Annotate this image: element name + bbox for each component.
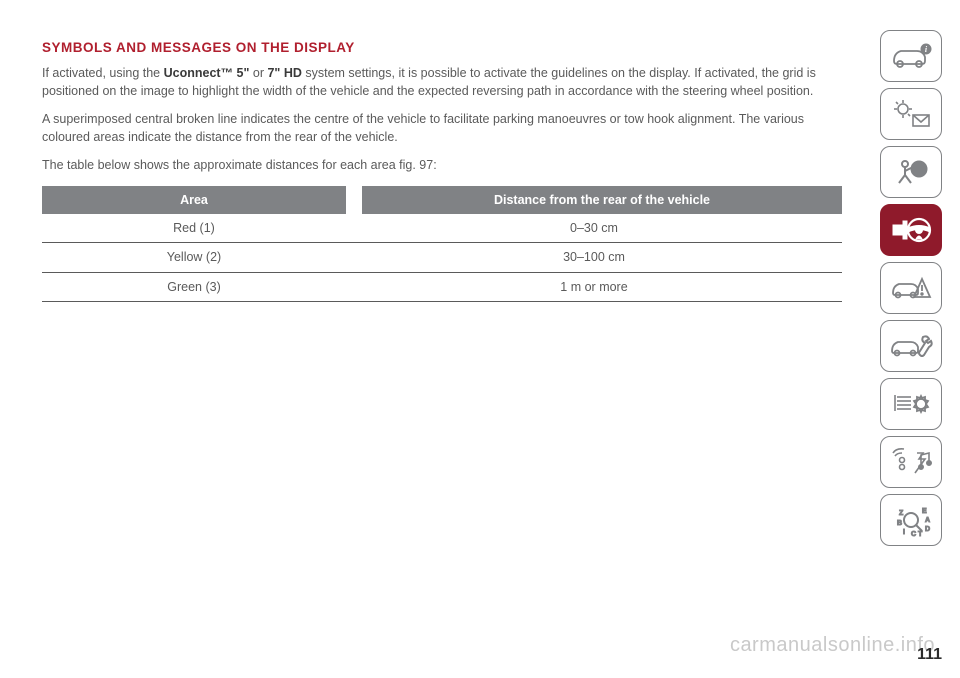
section-tabs-sidebar: i: [880, 30, 942, 552]
multimedia-icon: [889, 443, 933, 481]
section-heading: SYMBOLS AND MESSAGES ON THE DISPLAY: [42, 38, 842, 58]
svg-text:B: B: [897, 520, 902, 527]
safety-airbag-icon: [889, 153, 933, 191]
page-content: SYMBOLS AND MESSAGES ON THE DISPLAY If a…: [42, 38, 842, 302]
table-header-gap: [346, 186, 362, 214]
text: or: [249, 66, 267, 80]
table-cell: Yellow (2): [42, 243, 346, 271]
svg-text:A: A: [925, 517, 930, 524]
svg-text:T: T: [918, 531, 923, 538]
table-cell: 1 m or more: [346, 273, 842, 301]
tab-starting-driving[interactable]: [880, 204, 942, 256]
table-cell: 30–100 cm: [346, 243, 842, 271]
manual-page: SYMBOLS AND MESSAGES ON THE DISPLAY If a…: [0, 0, 960, 678]
index-icon: Z E A D B I C T: [889, 501, 933, 539]
table-row: Green (3) 1 m or more: [42, 273, 842, 302]
tab-emergency[interactable]: [880, 262, 942, 314]
table-row: Red (1) 0–30 cm: [42, 214, 842, 243]
maintenance-icon: [889, 327, 933, 365]
distance-table: Area Distance from the rear of the vehic…: [42, 186, 842, 302]
vehicle-info-icon: i: [889, 37, 933, 75]
svg-text:D: D: [925, 526, 930, 533]
dashboard-lights-icon: [889, 95, 933, 133]
table-header-area: Area: [42, 186, 346, 214]
table-header-distance: Distance from the rear of the vehicle: [362, 186, 842, 214]
svg-text:Z: Z: [899, 510, 904, 517]
table-row: Yellow (2) 30–100 cm: [42, 243, 842, 272]
svg-text:C: C: [911, 531, 916, 538]
starting-driving-icon: [889, 211, 933, 249]
tab-vehicle-info[interactable]: i: [880, 30, 942, 82]
tab-maintenance[interactable]: [880, 320, 942, 372]
tab-safety[interactable]: [880, 146, 942, 198]
emergency-icon: [889, 269, 933, 307]
svg-text:I: I: [903, 529, 905, 536]
tab-index[interactable]: Z E A D B I C T: [880, 494, 942, 546]
table-header-row: Area Distance from the rear of the vehic…: [42, 186, 842, 214]
bold-text: 7" HD: [267, 66, 301, 80]
paragraph-2: A superimposed central broken line indic…: [42, 110, 842, 146]
table-cell: 0–30 cm: [346, 214, 842, 242]
watermark-text: carmanualsonline.info: [730, 631, 935, 660]
paragraph-1: If activated, using the Uconnect™ 5" or …: [42, 64, 842, 100]
tab-multimedia[interactable]: [880, 436, 942, 488]
bold-text: Uconnect™ 5": [164, 66, 250, 80]
page-number: 111: [917, 643, 942, 666]
technical-data-icon: [889, 385, 933, 423]
table-cell: Red (1): [42, 214, 346, 242]
text: If activated, using the: [42, 66, 164, 80]
tab-technical-data[interactable]: [880, 378, 942, 430]
paragraph-3: The table below shows the approximate di…: [42, 156, 842, 174]
tab-dashboard-lights[interactable]: [880, 88, 942, 140]
svg-text:E: E: [922, 508, 927, 515]
table-cell: Green (3): [42, 273, 346, 301]
